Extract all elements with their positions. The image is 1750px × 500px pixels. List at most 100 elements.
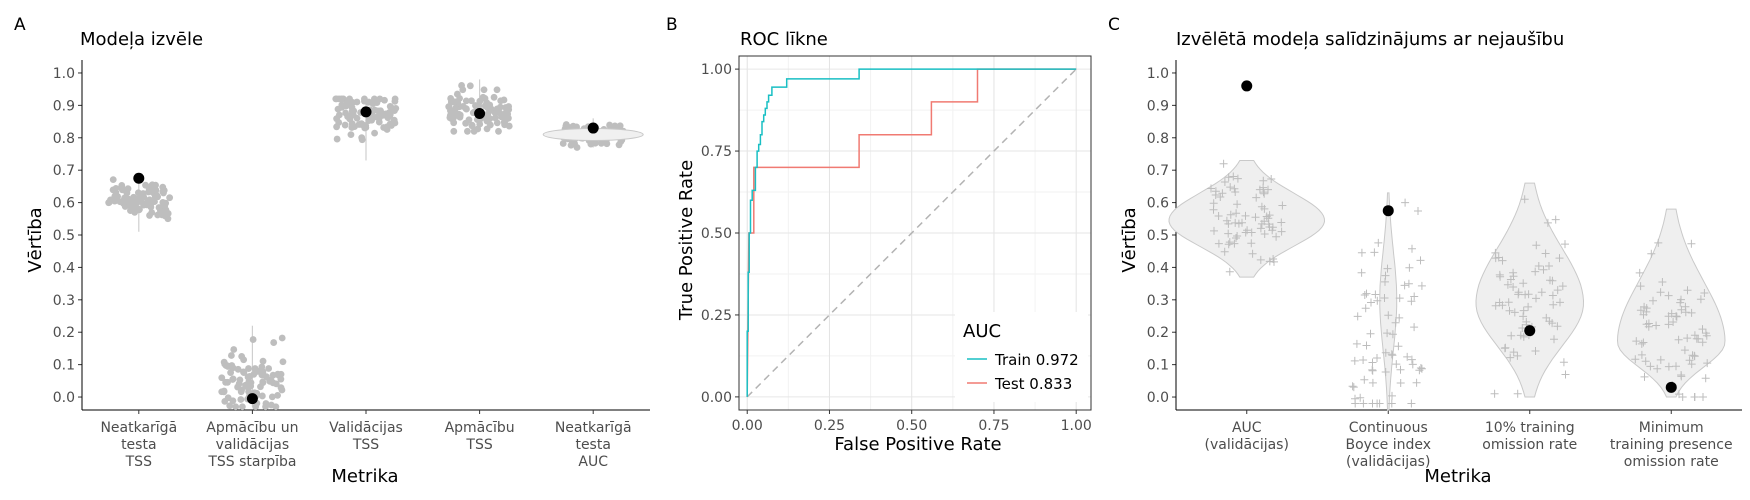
panel-c-random-point [1519,306,1528,315]
panel-c-random-point [1561,240,1569,249]
panel-c-y-tick-label-8: 0.8 [1147,131,1169,147]
panel-c-random-point [1388,330,1397,339]
panel-c-x-tick-label-2-1: omission rate [1482,437,1577,453]
panel-c-random-point [1654,238,1663,247]
panel-c-random-point [1241,211,1250,220]
panel-c-x-tick-label-2-0: 10% training [1485,420,1575,436]
panel-a-point [162,206,170,214]
panel-a-point [154,211,162,219]
panel-a-point [234,365,242,373]
panel-a-point [151,193,159,201]
panel-c-y-tick-label-7: 0.7 [1147,163,1169,179]
panel-a-point [342,109,350,117]
panel-c-random-point [1503,280,1512,289]
panel-c-random-point [1494,253,1503,262]
panel-a-point [240,369,248,376]
panel-c-random-point [1214,212,1223,220]
panel-b-legend-bg [955,312,1088,402]
panel-c-random-point [1412,378,1421,387]
panel-c-random-point [1556,298,1564,307]
panel-a-point [456,113,464,121]
panel-a-point [500,96,508,104]
panel-c-random-point [1548,291,1557,300]
panel-c-random-point [1404,279,1413,288]
panel-c-random-point [1698,325,1707,334]
panel-a-point [245,378,253,386]
panel-b: B ROC līkne True Positive Rate False Pos… [666,15,1092,455]
panel-c-random-point [1251,213,1260,222]
panel-c-random-point [1407,355,1416,364]
panel-b-y-tick-label-0: 0.00 [701,390,732,406]
panel-a-point [480,86,488,94]
panel-c-random-point [1550,335,1558,344]
panel-c-random-point [1259,183,1268,192]
panel-a-point [505,106,513,113]
panel-c-random-point [1214,239,1223,248]
panel-c-random-point [1256,224,1265,233]
panel-c-random-point [1553,322,1562,331]
panel-c-random-point [1278,201,1287,210]
panel-c-x-axis-title: Metrika [1424,466,1491,487]
panel-a-point [346,95,353,103]
panel-c-random-point [1514,290,1523,299]
panel-a-point [483,117,491,125]
panel-c-selected-point-3 [1665,381,1677,393]
panel-c-random-point [1277,218,1286,227]
panel-c-random-point [1277,227,1286,236]
panel-a-point [458,82,465,89]
panel-a-y-tick-label-2: 0.2 [53,325,75,341]
panel-b-frame [738,55,1092,411]
panel-c-random-point [1692,334,1701,343]
panel-a-x-tick-label-3-0: Apmācību [445,420,515,436]
panel-a-x-tick-label-0-1: testa [121,437,156,453]
panel-a-point [274,392,281,399]
panel-c-random-point [1637,339,1646,348]
panel-a-point [245,365,252,372]
panel-c-random-point [1677,372,1686,381]
roc-test-line [746,68,1077,397]
panel-a-point [238,403,246,411]
panel-c-random-point [1687,360,1696,369]
panel-a-point [259,378,267,386]
panel-c-random-point [1400,281,1409,290]
panel-c-random-point [1270,257,1278,266]
panel-b-x-axis-title: False Positive Rate [834,434,1001,455]
panel-c-random-point [1387,399,1396,408]
panel-a-point [465,116,473,124]
panel-c-random-point [1520,195,1529,204]
panel-c-y-tick-label-10: 1.0 [1147,66,1169,82]
panel-c-random-point [1664,291,1673,300]
panel-a-point [358,134,366,142]
panel-c-random-point [1417,281,1426,290]
panel-a-point [449,108,457,116]
panel-c-random-point [1272,232,1281,241]
panel-a-point [258,392,266,400]
panel-a-y-tick-label-4: 0.4 [53,260,75,276]
panel-a-point [447,95,455,102]
panel-c-random-point [1496,272,1505,281]
panel-c-random-point [1545,262,1553,270]
panel-c-random-point [1551,215,1560,224]
panel-a-point [611,122,619,130]
panel-c-random-point [1396,379,1405,387]
panel-c-random-point [1702,331,1711,340]
panel-c-random-point [1388,391,1396,400]
panel-c-violin-2 [1475,182,1585,398]
panel-a-x-tick-label-4-1: testa [575,437,610,453]
panel-c-random-point [1416,256,1425,265]
panel-c-x-tick-label-1-0: Continuous [1349,420,1428,436]
panel-c-random-point [1490,389,1499,398]
panel-c-random-point [1396,365,1405,374]
panel-c-random-point [1361,304,1370,313]
panel-c-random-point [1639,338,1648,347]
panel-c-random-point [1222,216,1231,225]
panel-c-random-point [1368,366,1377,375]
roc-diagonal-line [746,68,1077,398]
panel-c-random-point [1224,240,1233,249]
panel-c-random-point [1268,223,1277,232]
panel-a-point [459,102,467,110]
panel-c-random-point [1672,362,1680,371]
panel-c-random-point [1405,263,1414,272]
panel-c-random-point [1220,178,1229,186]
